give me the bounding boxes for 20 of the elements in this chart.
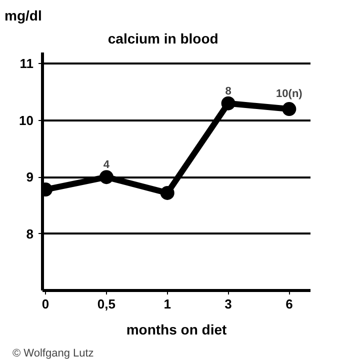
text: © Wolfgang Lutz xyxy=(12,348,94,360)
x-tick-label: 6 xyxy=(286,296,293,312)
annotation: 4 xyxy=(103,159,110,172)
chart-title: calcium in blood xyxy=(108,30,218,46)
x-tick-label: 0,5 xyxy=(97,296,116,312)
x-tick-label: 3 xyxy=(224,296,232,312)
y-tick-label: 10 xyxy=(19,112,34,128)
point xyxy=(160,186,174,200)
y-tick-label: 11 xyxy=(20,56,34,72)
y-tick-label: 9 xyxy=(26,170,34,185)
x-tick-label: 0 xyxy=(42,296,50,312)
x-axis-title: months on diet xyxy=(126,322,227,338)
x-tick-label: 1 xyxy=(164,296,171,312)
point xyxy=(221,96,236,110)
y-tick-label: 8 xyxy=(26,226,34,242)
point xyxy=(282,102,296,116)
point xyxy=(99,170,114,184)
y-axis-title: mg/dl xyxy=(4,8,42,24)
annotation: 8 xyxy=(225,85,232,98)
annotation: 10(n) xyxy=(276,88,303,100)
